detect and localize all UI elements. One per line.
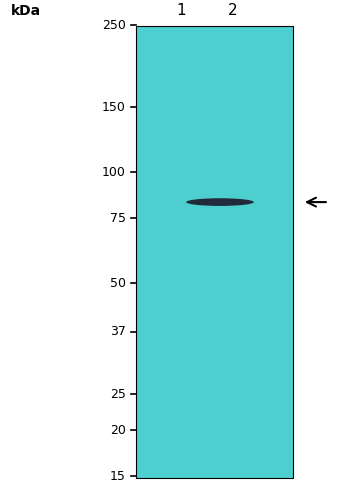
Ellipse shape	[186, 198, 254, 206]
Text: 100: 100	[102, 166, 126, 179]
Text: 15: 15	[110, 470, 126, 483]
Text: 250: 250	[102, 19, 126, 32]
Text: 25: 25	[110, 388, 126, 401]
Text: 37: 37	[110, 325, 126, 338]
Text: 75: 75	[110, 212, 126, 225]
Text: kDa: kDa	[11, 4, 41, 19]
Text: 1: 1	[176, 3, 185, 19]
Text: 2: 2	[228, 3, 237, 19]
Text: 150: 150	[102, 101, 126, 114]
Text: 20: 20	[110, 424, 126, 437]
Bar	[136, 25, 293, 478]
Text: 50: 50	[110, 277, 126, 290]
